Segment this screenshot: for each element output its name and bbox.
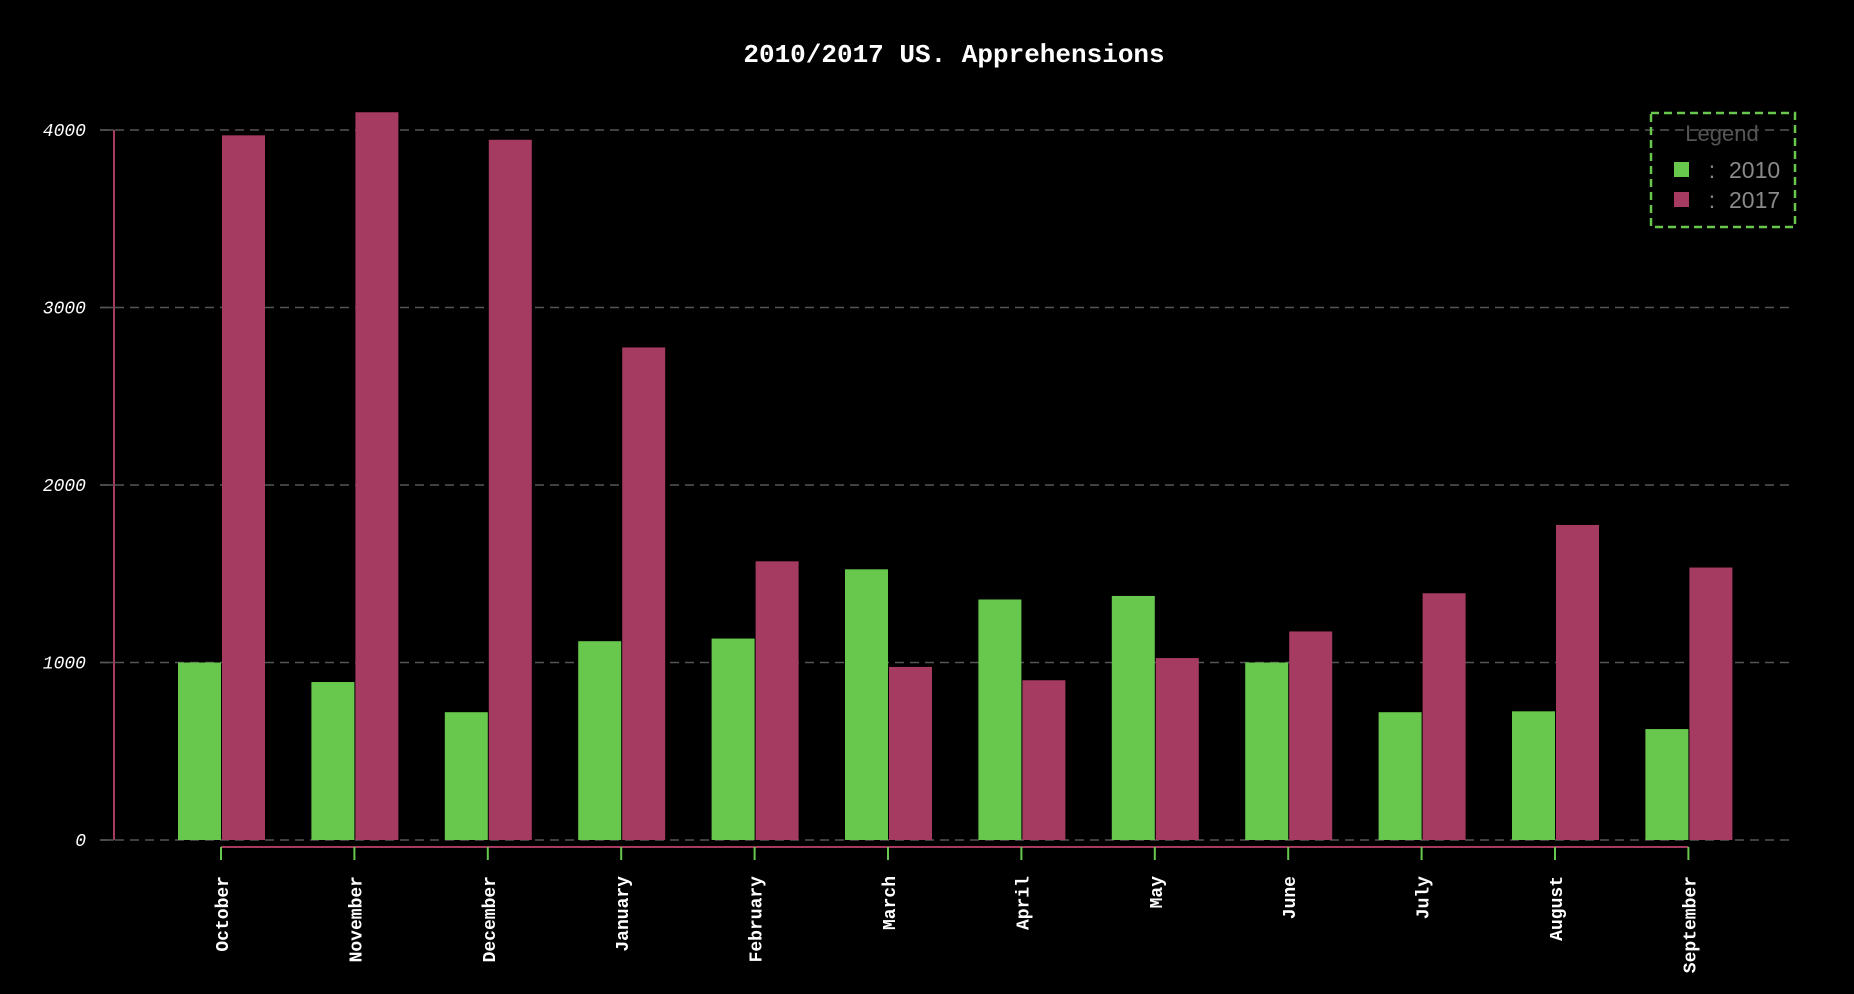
bar-2010-september (1645, 729, 1689, 840)
legend-item-2010: :2010 (1674, 157, 1780, 183)
x-tick-label-august: August (1548, 876, 1568, 941)
legend-label: 2017 (1729, 187, 1780, 213)
bars (178, 112, 1733, 840)
bar-2010-march (845, 569, 888, 840)
legend-items: :2010: 2017 (1674, 157, 1780, 213)
bar-2010-august (1512, 711, 1555, 840)
bar-2017-march (889, 666, 932, 840)
chart-title: 2010/2017 US. Apprehensions (743, 40, 1164, 70)
x-tick-label-june: June (1281, 876, 1301, 919)
y-tick-label: 1000 (43, 655, 86, 675)
bar-2010-may (1111, 595, 1155, 840)
x-tick-label-july: July (1415, 876, 1435, 919)
bar-2010-january (578, 641, 622, 840)
x-tick-label-may: May (1148, 876, 1168, 909)
x-tick-label-march: March (881, 876, 901, 930)
bar-2010-december (444, 712, 488, 840)
x-tick-label-october: October (214, 876, 234, 952)
y-tick-label: 0 (75, 832, 86, 852)
bar-2017-may (1155, 658, 1199, 840)
bar-2010-june (1245, 662, 1289, 840)
x-tick-label-april: April (1014, 876, 1034, 930)
bar-2017-november (355, 112, 399, 840)
bar-2017-september (1689, 567, 1733, 840)
x-tick-label-january: January (614, 876, 634, 952)
y-tick-label: 2000 (43, 477, 86, 497)
bar-2017-january (622, 347, 666, 840)
bar-2017-february (755, 561, 799, 840)
legend-label: 2010 (1729, 157, 1780, 183)
y-tick-label: 4000 (43, 122, 86, 142)
x-tick-labels: October November December January February Ma… (214, 847, 1701, 973)
bar-2017-april (1022, 680, 1066, 840)
bar-2010-april (978, 599, 1022, 840)
legend-separator: : (1709, 187, 1715, 213)
bar-2010-october (178, 662, 221, 840)
x-tick-label-september: September (1681, 876, 1701, 973)
x-tick-label-november: November (347, 876, 367, 962)
bar-2010-november (311, 682, 355, 840)
x-tick-label-february: February (748, 876, 768, 963)
bar-2017-december (488, 139, 532, 840)
bar-2010-february (711, 638, 755, 840)
legend-frame (1649, 111, 1797, 229)
bar-2017-july (1422, 593, 1466, 840)
bar-2017-august (1556, 524, 1599, 840)
legend-separator: : (1709, 157, 1715, 183)
legend-swatch (1674, 162, 1689, 177)
legend-title: Legend (1685, 121, 1758, 146)
legend-swatch (1674, 192, 1689, 207)
legend-item-2017: :2017 (1674, 187, 1780, 213)
y-tick-labels: 0 1000 2000 3000 4000 (43, 122, 114, 852)
legend: Legend :2010: 2017 (1649, 111, 1797, 229)
bar-2010-july (1378, 712, 1422, 840)
x-tick-label-december: December (481, 876, 501, 962)
bar-2017-october (222, 135, 265, 840)
y-tick-label: 3000 (43, 300, 86, 320)
bar-2017-june (1289, 631, 1333, 840)
